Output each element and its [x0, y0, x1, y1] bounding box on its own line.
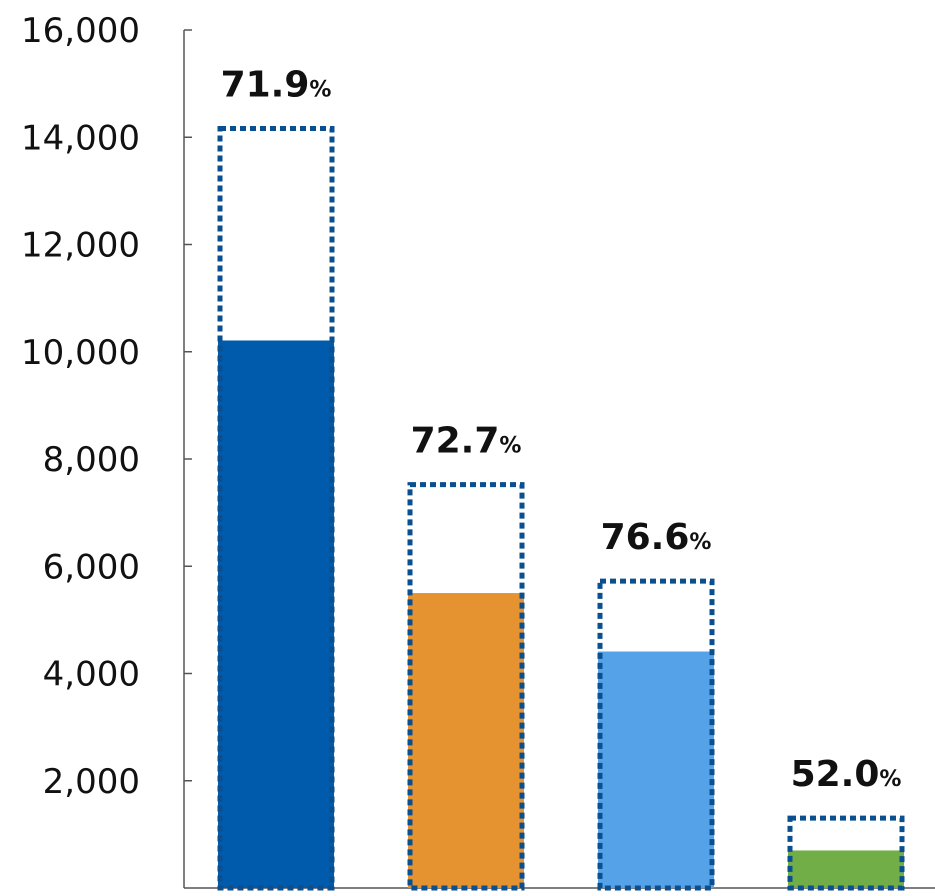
bar-fill — [788, 850, 904, 888]
bar-total-outline — [217, 126, 335, 891]
bar-percent-unit: % — [499, 434, 521, 459]
bar-percent-label: 72.7% — [411, 421, 522, 462]
bar-total-outline — [597, 578, 715, 891]
bar-percent-label: 76.6% — [601, 517, 712, 558]
bar-percent-label: 52.0% — [791, 754, 902, 795]
bar-percent-unit: % — [689, 530, 711, 555]
bar-total-outline — [407, 482, 525, 891]
y-tick-label: 12,000 — [21, 226, 140, 266]
bar-percent-value: 72.7 — [411, 421, 500, 462]
bar-percent-unit: % — [309, 78, 331, 103]
bar-percent-label: 71.9% — [221, 65, 332, 106]
y-tick-label: 4,000 — [43, 655, 140, 695]
bar-percent-unit: % — [879, 767, 901, 792]
bar-total-outline — [787, 815, 905, 891]
y-tick-label: 8,000 — [43, 440, 140, 480]
bar-percent-value: 71.9 — [221, 65, 310, 106]
bar-percent-value: 52.0 — [791, 754, 880, 795]
bar-fill — [408, 593, 524, 888]
y-tick-label: 2,000 — [43, 762, 140, 802]
y-tick-label: 16,000 — [21, 11, 140, 51]
y-tick-label: 10,000 — [21, 333, 140, 373]
bar-fill — [598, 651, 714, 888]
bar-fill — [218, 340, 334, 888]
y-tick-label: 14,000 — [21, 118, 140, 158]
bar-percent-value: 76.6 — [601, 517, 690, 558]
y-tick-label: 6,000 — [43, 547, 140, 587]
